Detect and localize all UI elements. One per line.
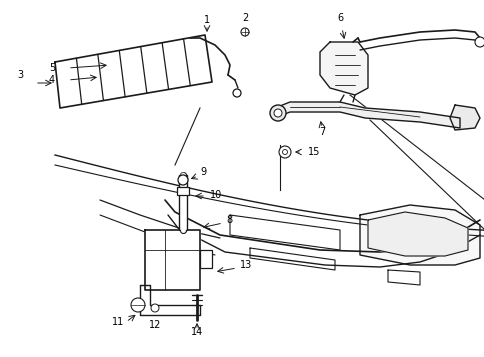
Polygon shape xyxy=(319,42,367,95)
Text: 5: 5 xyxy=(49,63,55,73)
Text: 2: 2 xyxy=(242,13,248,23)
Text: 3: 3 xyxy=(17,70,23,80)
FancyBboxPatch shape xyxy=(177,187,189,195)
FancyBboxPatch shape xyxy=(199,250,212,268)
Circle shape xyxy=(241,28,248,36)
Text: 1: 1 xyxy=(203,15,210,25)
Text: 4: 4 xyxy=(49,75,55,85)
Circle shape xyxy=(474,37,484,47)
Circle shape xyxy=(131,298,145,312)
Polygon shape xyxy=(35,35,210,112)
Polygon shape xyxy=(55,35,212,108)
Circle shape xyxy=(278,146,290,158)
Polygon shape xyxy=(140,285,199,315)
Circle shape xyxy=(282,150,287,155)
Text: 7: 7 xyxy=(318,127,324,137)
Text: 10: 10 xyxy=(210,190,222,200)
Text: 13: 13 xyxy=(240,260,252,270)
Text: 8: 8 xyxy=(226,215,232,225)
Polygon shape xyxy=(145,230,199,290)
Text: 15: 15 xyxy=(307,147,320,157)
Polygon shape xyxy=(449,105,479,130)
Polygon shape xyxy=(359,205,479,265)
Circle shape xyxy=(178,175,188,185)
Text: 14: 14 xyxy=(191,327,203,337)
Circle shape xyxy=(232,89,241,97)
Circle shape xyxy=(270,105,286,121)
Text: 12: 12 xyxy=(149,320,161,330)
Circle shape xyxy=(151,304,159,312)
Text: 9: 9 xyxy=(199,167,206,177)
FancyBboxPatch shape xyxy=(179,175,187,230)
Circle shape xyxy=(273,109,281,117)
Polygon shape xyxy=(274,102,459,128)
Text: 11: 11 xyxy=(112,317,124,327)
Polygon shape xyxy=(367,212,467,256)
Text: 6: 6 xyxy=(336,13,342,23)
